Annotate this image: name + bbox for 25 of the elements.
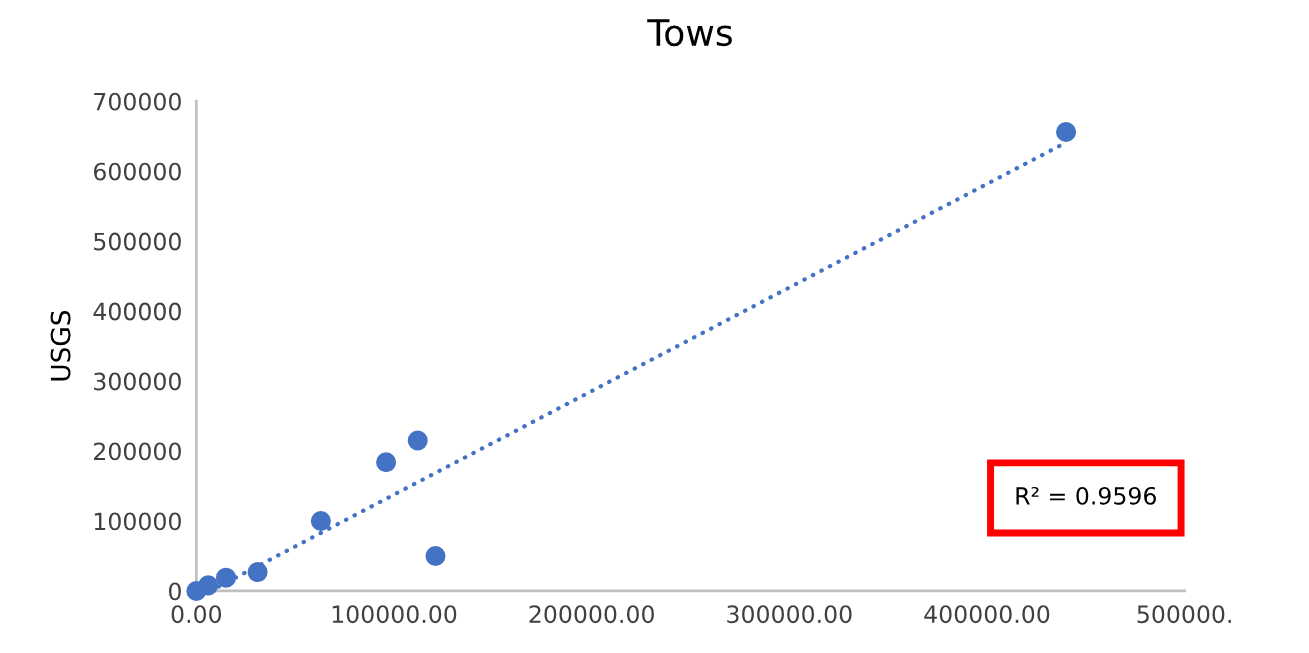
x-tick-label: 400000.00 [924,605,1050,624]
x-tick-label: 300000.00 [727,605,852,624]
point [407,430,428,451]
point [376,452,397,473]
y-tick-label: 400000 [93,302,181,321]
x-tick-label: 0.00 [171,605,222,624]
y-tick-label: 200000 [94,442,181,461]
y-tick-label: 600000 [93,162,181,181]
x-tick-label: 100000.00 [332,605,457,624]
y-axis-title: USGS [50,310,71,381]
y-tick-label: 0 [169,582,181,601]
y-tick-label: 300000 [94,372,181,391]
y-tick-label: 100000 [94,512,181,531]
x-tick-label: 500000. [1137,605,1231,624]
y-tick-label: 500000 [94,232,181,251]
x-tick-label: 200000.00 [529,605,654,624]
point [198,575,219,596]
annotation: R² = 0.9596 [1016,486,1156,505]
point [425,545,446,566]
point [215,567,237,588]
point [310,510,331,532]
y-tick-label: 700000 [94,92,181,111]
chart-title: Tows [647,19,732,47]
point [247,562,268,583]
point [1056,121,1077,143]
